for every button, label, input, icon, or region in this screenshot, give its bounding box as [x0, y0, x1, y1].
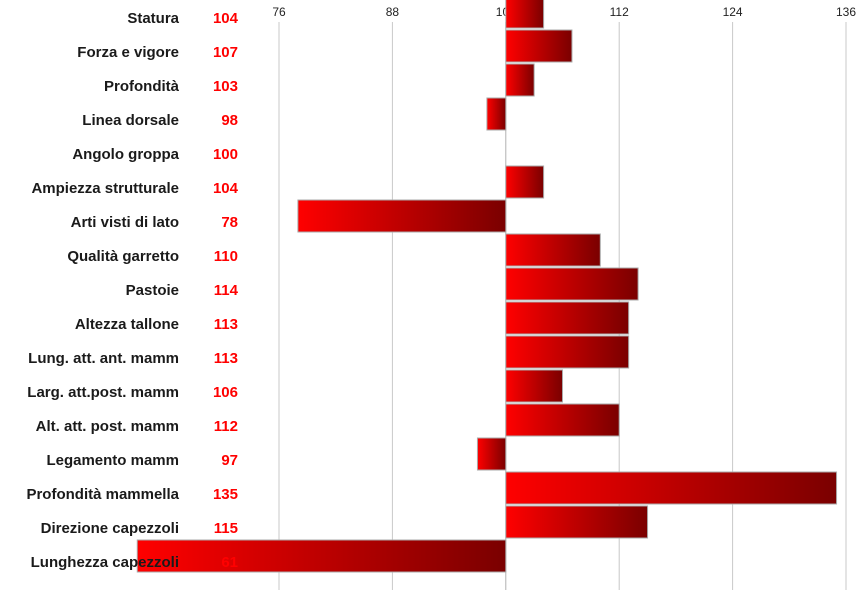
trait-label: Alt. att. post. mamm	[36, 418, 179, 435]
x-tick-label: 76	[272, 5, 286, 19]
trait-label: Lung. att. ant. mamm	[28, 350, 179, 367]
value-label: 78	[221, 214, 238, 231]
trait-label: Ampiezza strutturale	[31, 180, 179, 197]
trait-label: Direzione capezzoli	[41, 520, 179, 537]
x-axis-ticks: 7688100112124136	[272, 5, 856, 19]
bar	[486, 97, 507, 131]
trait-label: Lunghezza capezzoli	[31, 554, 179, 571]
bar	[505, 335, 630, 369]
trait-label: Altezza tallone	[75, 316, 179, 333]
value-label: 61	[221, 554, 238, 571]
bar	[476, 437, 507, 471]
value-label: 100	[213, 146, 238, 163]
trait-label: Larg. att.post. mamm	[27, 384, 179, 401]
value-label: 112	[214, 418, 238, 435]
trait-label: Profondità mammella	[26, 486, 179, 503]
value-label: 115	[214, 520, 238, 537]
value-label: 106	[213, 384, 238, 401]
bar	[505, 29, 573, 63]
bar	[505, 403, 620, 437]
value-label: 104	[213, 180, 239, 197]
trait-label: Legamento mamm	[46, 452, 179, 469]
x-tick-label: 124	[723, 5, 743, 19]
trait-label: Qualità garretto	[67, 248, 179, 265]
x-tick-label: 112	[610, 5, 629, 19]
bar	[505, 0, 545, 29]
trait-label: Statura	[127, 10, 179, 27]
trait-label: Linea dorsale	[82, 112, 179, 129]
value-label: 113	[214, 350, 238, 367]
value-label: 113	[214, 316, 238, 333]
value-labels: 104 107 103 98 100 104 78 110 114 113 113 106 112 97 1…	[213, 10, 239, 571]
bars	[136, 0, 838, 573]
value-label: 107	[213, 44, 238, 61]
trait-label: Profondità	[104, 78, 180, 95]
bar	[136, 539, 507, 573]
trait-label: Arti visti di lato	[71, 214, 179, 231]
bar	[505, 505, 649, 539]
bar	[505, 369, 563, 403]
trait-label: Angolo groppa	[72, 146, 179, 163]
bar	[505, 233, 601, 267]
bar	[505, 471, 838, 505]
bar	[505, 63, 535, 97]
value-label: 97	[221, 452, 238, 469]
x-tick-label: 88	[386, 5, 400, 19]
trait-labels: Statura Forza e vigore Profondità Linea dor…	[26, 10, 179, 571]
value-label: 114	[214, 282, 239, 299]
value-label: 104	[213, 10, 239, 27]
bar	[505, 165, 545, 199]
value-label: 135	[213, 486, 238, 503]
trait-label: Forza e vigore	[77, 44, 179, 61]
bar	[297, 199, 507, 233]
value-label: 98	[221, 112, 238, 129]
x-tick-label: 136	[836, 5, 856, 19]
value-label: 110	[214, 248, 238, 265]
bar	[505, 267, 639, 301]
bar	[505, 301, 630, 335]
value-label: 103	[213, 78, 238, 95]
trait-label: Pastoie	[126, 282, 179, 299]
